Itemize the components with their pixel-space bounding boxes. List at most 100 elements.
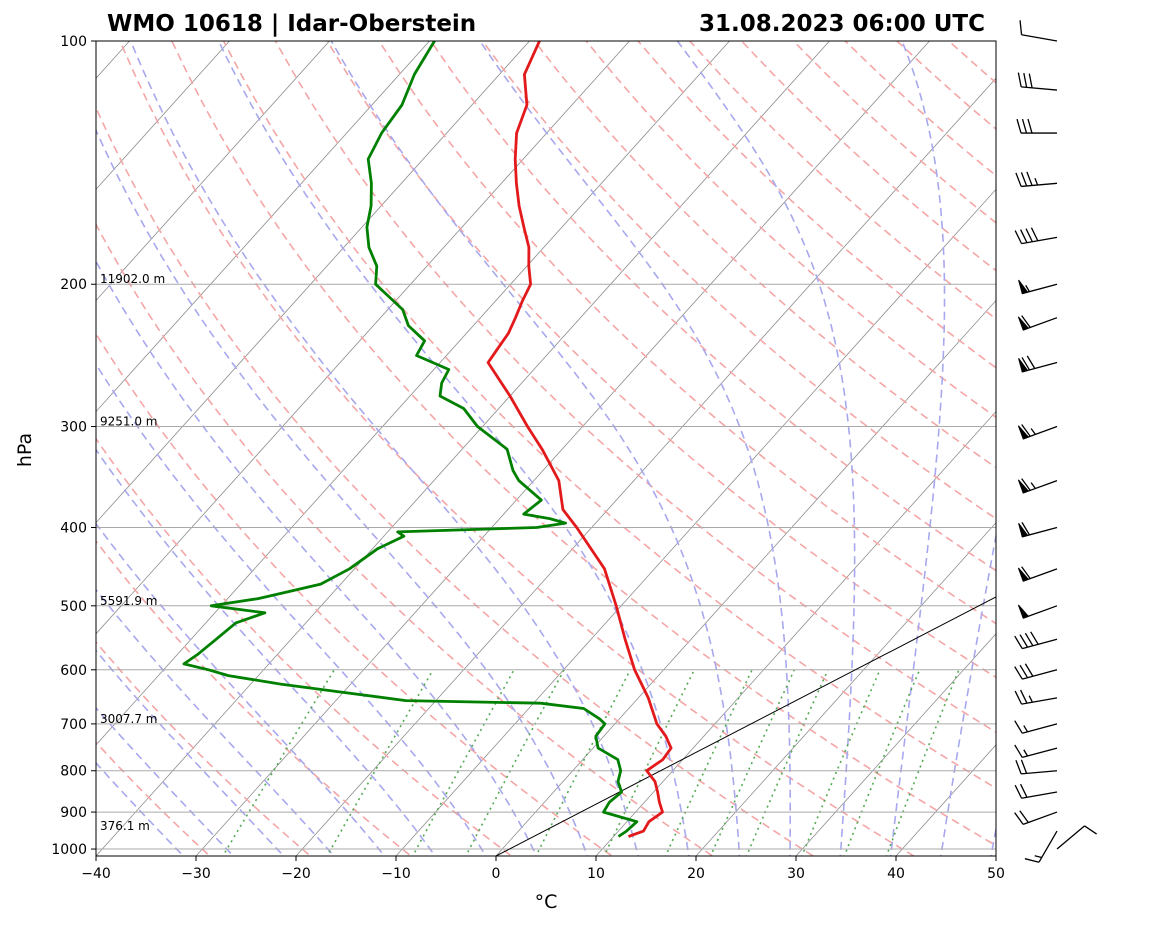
parcel-path-line [495,596,996,856]
barb-full [1027,118,1033,134]
barb-full [1019,810,1029,823]
moist-adiabat [129,41,640,856]
y-tick-label: 100 [60,34,87,50]
wind-barb [1014,783,1058,799]
barb-staff [1038,830,1058,863]
y-tick-label: 800 [60,764,87,780]
barb-staff [1021,697,1058,705]
isotherm-line [795,633,996,856]
wind-barb [1014,663,1058,680]
height-label: 376.1 m [100,819,150,833]
barb-full [1025,228,1033,243]
dry-adiabat [430,41,996,572]
height-label: 3007.7 m [100,712,158,726]
dry-adiabat [96,640,312,856]
wind-barb [1018,355,1058,373]
dry-adiabat [119,41,916,856]
barb-pennant [1018,358,1029,373]
moist-adiabat [330,41,741,856]
moist-adiabat [96,448,437,856]
y-tick-label: 300 [60,420,87,436]
y-tick-label: 600 [60,663,87,679]
isobar-grid [96,41,996,850]
wind-barb [1019,20,1058,42]
isotherm-line [495,299,996,856]
mixing-ratio-line [411,669,515,856]
dry-adiabat [896,41,996,131]
wind-barb [1017,604,1058,619]
chart-title-datetime: 31.08.2023 06:00 UTC [699,11,985,37]
isotherm-line [96,41,530,524]
dry-adiabat [844,41,996,177]
barb-full [1024,663,1034,677]
moist-adiabat [96,649,285,856]
barb-pennant [1018,522,1029,538]
dry-adiabat [948,41,996,84]
wind-barb [1014,227,1058,245]
x-tick-label: 10 [587,866,605,882]
moist-adiabat [676,41,856,856]
parcel-path-extension [690,596,996,756]
moist-adiabat [96,588,335,856]
height-labels: 11902.0 m 9251.0 m 5591.9 m 3007.7 m 376.1 m [100,272,165,833]
x-tick-label: −40 [81,866,111,882]
dry-adiabat [171,41,996,847]
barb-full [1015,760,1022,775]
dry-adiabats [96,41,996,856]
barb-staff [1021,86,1058,91]
isotherm-line [395,188,996,856]
dry-adiabat [326,41,996,679]
barb-full [1020,172,1028,187]
barb-full [1026,355,1036,369]
mixing-ratio-line [664,669,753,856]
y-axis-ticks: 100 200 300 400 500 600 700 800 900 1000 [51,34,96,858]
x-tick-label: 40 [887,866,905,882]
barb-full [1023,72,1028,88]
barb-full [1021,566,1031,579]
sounding-series [182,41,673,838]
height-label: 9251.0 m [100,415,158,429]
moist-adiabat [96,362,487,856]
barb-staff [1022,669,1058,680]
barb-full [1016,118,1022,134]
wind-barb [1014,720,1058,734]
barb-staff [1021,236,1058,245]
x-tick-label: 20 [687,866,705,882]
barb-staff [1021,182,1058,188]
barb-full [1028,73,1033,88]
barb-half [1030,428,1036,435]
dry-adiabat [637,41,996,369]
barb-full [1024,858,1040,863]
x-axis-label: °C [535,891,558,913]
x-tick-label: −30 [181,866,211,882]
barb-pennant [1017,425,1030,440]
barb-full [1019,634,1029,648]
y-tick-label: 400 [60,520,87,536]
wind-barb [1014,810,1058,825]
height-label: 11902.0 m [100,272,165,286]
x-tick-label: 0 [492,866,501,882]
dry-adiabat [96,741,211,856]
y-tick-label: 900 [60,805,87,821]
barb-pennant [1017,316,1030,331]
barb-full [1014,666,1023,680]
barb-staff [1022,638,1058,650]
barb-staff [1021,791,1058,799]
wind-barb [1014,631,1058,650]
mixing-ratio-lines [221,669,960,856]
barb-full [1021,522,1031,536]
x-tick-label: −20 [281,866,311,882]
dry-adiabat [481,41,996,520]
moist-adiabat [96,761,185,856]
parcel-path [495,754,692,856]
barb-staff [1022,747,1058,759]
barb-full [1026,171,1033,186]
moist-adiabats [96,41,996,856]
moist-adiabat [990,824,996,856]
x-tick-label: 50 [987,866,1005,882]
barb-pennant [1017,567,1030,582]
barb-full [1084,825,1098,835]
dry-adiabat [96,106,815,856]
barb-full [1021,424,1031,437]
isotherm-line [695,522,996,856]
